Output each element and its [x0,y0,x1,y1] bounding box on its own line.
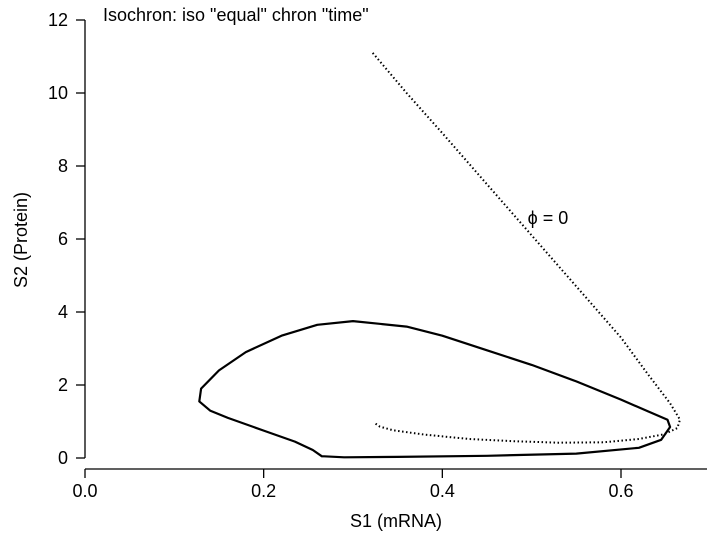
isochron-dotted-curve [371,52,681,444]
x-axis-label: S1 (mRNA) [350,511,442,531]
phase-zero-text: = 0 [543,208,569,228]
x-tick-label: 0.2 [251,481,276,501]
chart-title: Isochron: iso "equal" chron "time" [103,5,369,25]
phase-zero-annotation: ϕ = 0 [528,208,569,228]
y-tick-label: 12 [48,10,68,30]
phi-symbol: ϕ [528,208,538,228]
x-tick-label: 0.6 [608,481,633,501]
y-axis-label: S2 (Protein) [11,192,31,288]
y-tick-label: 6 [58,229,68,249]
y-tick-label: 0 [58,448,68,468]
y-tick-label: 10 [48,83,68,103]
axes [84,20,707,470]
y-tick-label: 4 [58,302,68,322]
x-tick-label: 0.0 [72,481,97,501]
x-ticks: 0.0 0.2 0.4 0.6 [72,469,634,501]
x-tick-label: 0.4 [430,481,455,501]
y-ticks: 0 2 4 6 8 10 12 [48,10,85,468]
series-layer [198,52,681,459]
limit-cycle-curve [198,320,672,459]
y-tick-label: 2 [58,375,68,395]
y-tick-label: 8 [58,156,68,176]
